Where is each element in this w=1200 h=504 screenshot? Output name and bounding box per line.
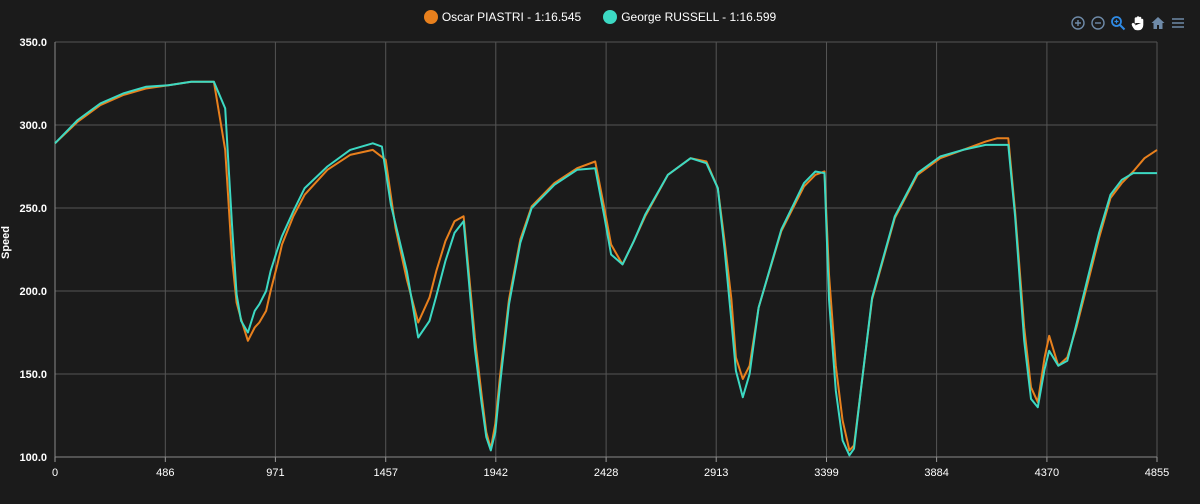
menu-icon[interactable] — [1170, 15, 1186, 31]
y-tick-label: 250.0 — [19, 203, 47, 215]
x-tick-label: 4855 — [1145, 467, 1169, 479]
piastri-swatch-icon — [423, 10, 438, 24]
y-tick-label: 150.0 — [19, 369, 47, 381]
axes: 100.0 150.0 200.0 250.0 300.0 350.0 0 486 971 145… — [19, 37, 1169, 479]
legend-item-piastri[interactable]: Oscar PIASTRI - 1:16.545 — [423, 10, 582, 24]
legend-item-russell[interactable]: George RUSSELL - 1:16.599 — [603, 10, 776, 24]
zoom-out-icon[interactable] — [1090, 15, 1106, 31]
x-tick-label: 1942 — [484, 467, 508, 479]
series-lines — [54, 80, 1158, 457]
y-axis-label: Speed — [0, 225, 12, 259]
x-tick-label: 2913 — [704, 467, 728, 479]
pan-icon[interactable] — [1130, 15, 1146, 31]
selection-zoom-icon[interactable] — [1110, 15, 1126, 31]
chart-toolbar — [1070, 15, 1186, 31]
legend-label-russell: George RUSSELL - 1:16.599 — [621, 10, 777, 24]
grid — [54, 41, 1158, 458]
x-tick-label: 4370 — [1035, 467, 1059, 479]
y-tick-label: 100.0 — [19, 452, 47, 464]
y-tick-label: 300.0 — [19, 120, 47, 132]
x-tick-label: 3884 — [924, 467, 948, 479]
x-tick-label: 2428 — [594, 467, 618, 479]
zoom-in-icon[interactable] — [1070, 15, 1086, 31]
x-tick-label: 971 — [266, 467, 284, 479]
y-tick-label: 350.0 — [19, 37, 47, 49]
home-icon[interactable] — [1150, 15, 1166, 31]
x-tick-label: 3399 — [814, 467, 838, 479]
x-tick-label: 486 — [156, 467, 174, 479]
x-tick-label: 0 — [52, 467, 58, 479]
russell-swatch-icon — [603, 10, 618, 24]
x-tick-label: 1457 — [373, 467, 397, 479]
legend: Oscar PIASTRI - 1:16.545 George RUSSELL … — [0, 10, 1200, 24]
series-line-russell — [54, 80, 1157, 457]
y-tick-label: 200.0 — [19, 286, 47, 298]
legend-label-piastri: Oscar PIASTRI - 1:16.545 — [441, 10, 582, 24]
